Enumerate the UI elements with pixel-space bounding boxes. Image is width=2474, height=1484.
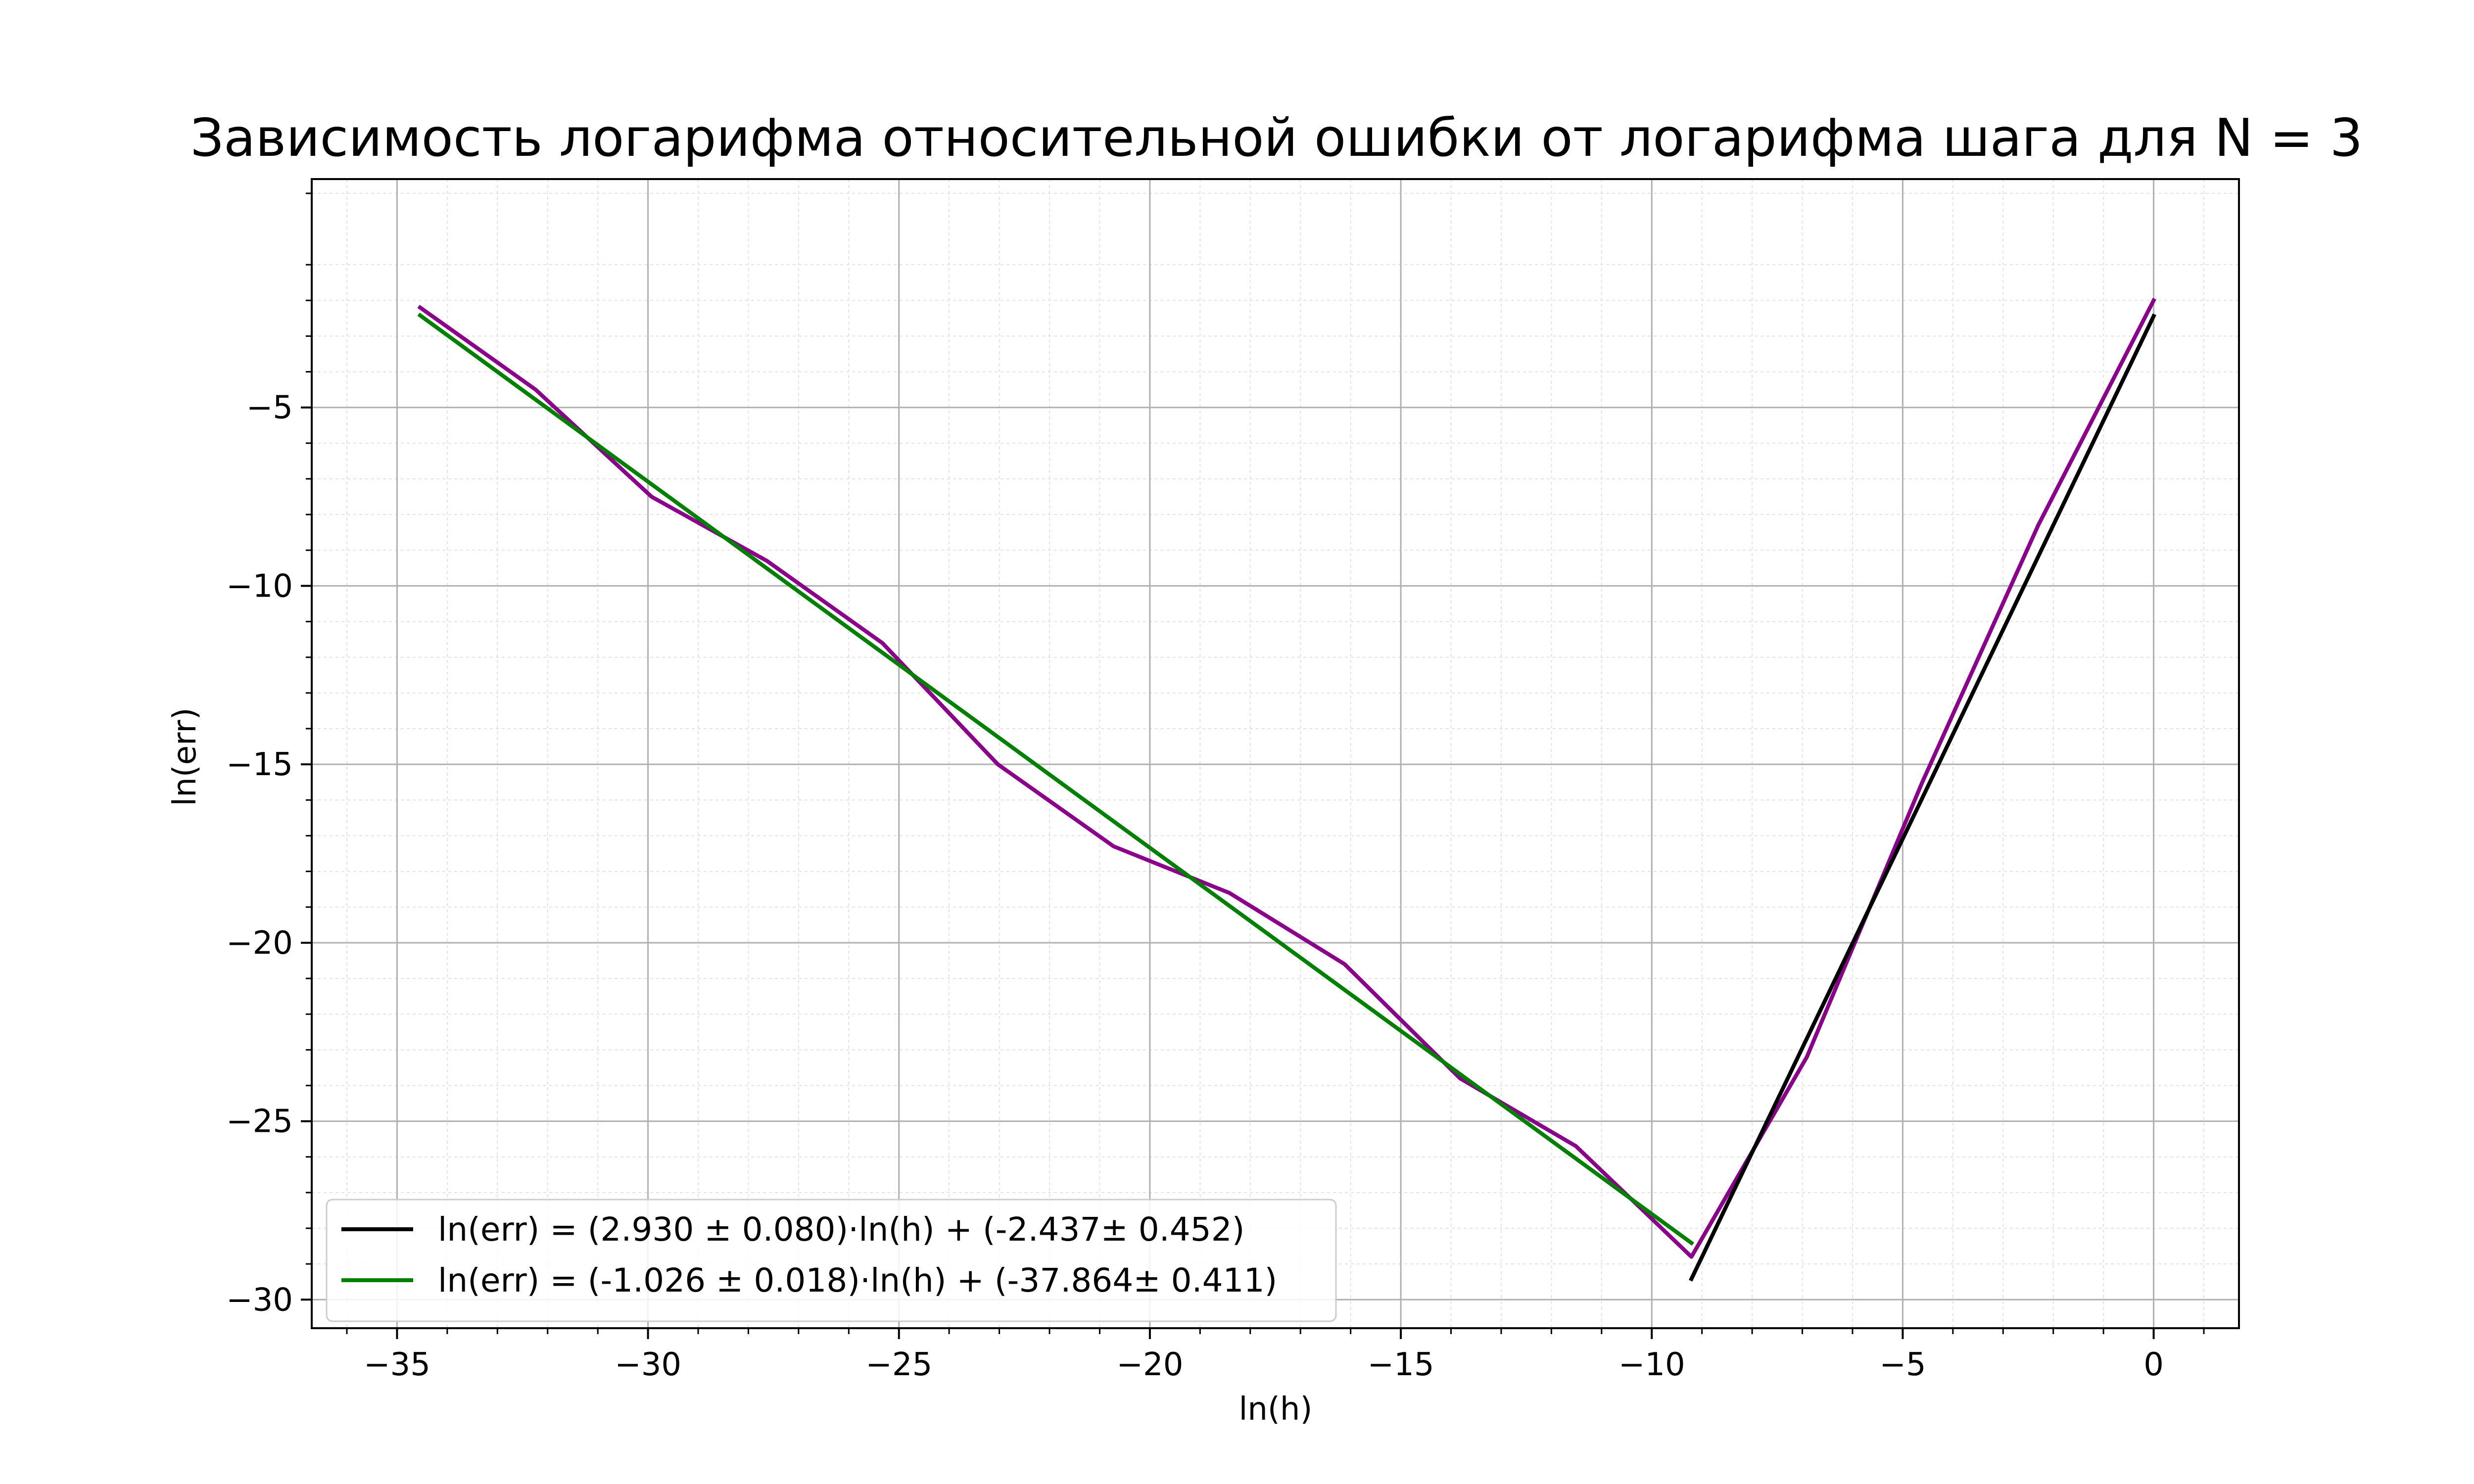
x-tick-label: −5 [1879,1346,1926,1383]
x-tick-label: −25 [865,1346,932,1383]
x-axis-label: ln(h) [1239,1391,1313,1428]
series-layer [417,297,2156,1282]
ticks-layer: −35 −30 −25 −20 −15 −10 −5 0 −5 −10 −15 −20 −25 −30 [226,192,2205,1383]
legend-label: ln(err) = (-1.026 ± 0.018)·ln(h) + (-37.… [438,1261,1277,1299]
y-tick-label: −30 [226,1282,293,1318]
x-tick-label: −20 [1116,1346,1183,1383]
x-tick-label: −15 [1368,1346,1434,1383]
series-line-2 [417,313,1694,1246]
legend-box [326,1199,1337,1322]
series-line-1 [1689,313,2156,1282]
legend: ln(err) = (2.930 ± 0.080)·ln(h) + (-2.43… [326,1199,1337,1322]
y-tick-label: −25 [226,1104,293,1140]
y-tick-label: −15 [226,746,293,783]
x-tick-label: −30 [615,1346,681,1383]
chart-title: Зависимость логарифма относительной ошиб… [190,108,2363,168]
plot-frame [311,178,2240,1329]
y-tick-label: −10 [226,568,293,604]
legend-label: ln(err) = (2.930 ± 0.080)·ln(h) + (-2.43… [438,1210,1245,1249]
x-tick-label: −35 [364,1346,430,1383]
y-tick-label: −20 [226,925,293,962]
x-tick-label: 0 [2143,1346,2164,1383]
y-tick-label: −5 [246,390,293,426]
y-axis-label: ln(err) [167,707,203,806]
x-tick-label: −10 [1618,1346,1685,1383]
